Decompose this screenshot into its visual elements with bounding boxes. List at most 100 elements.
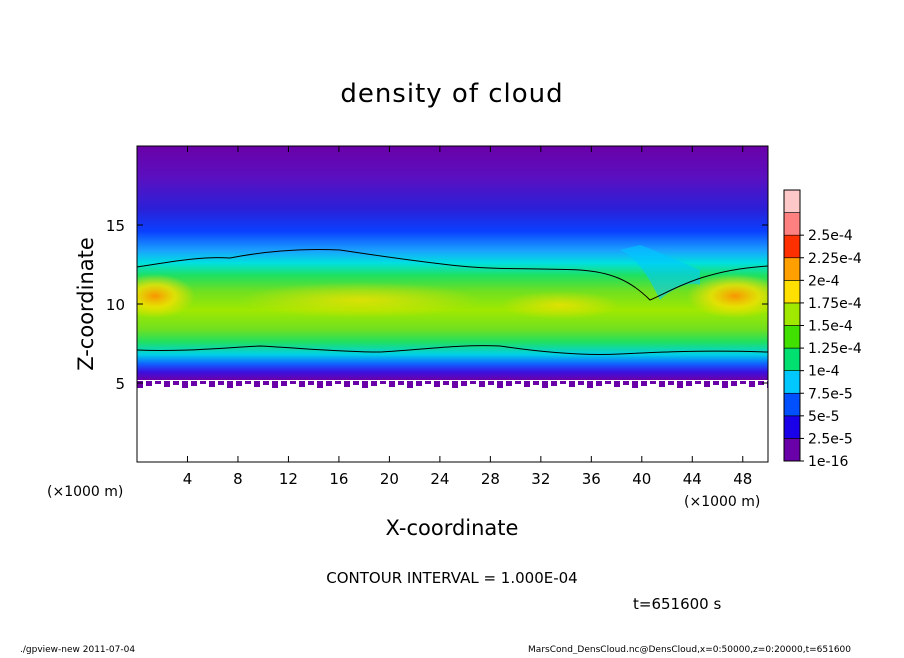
cloud-base-cell	[362, 381, 368, 388]
colorbar-label: 1e-16	[808, 454, 848, 470]
cloud-base-cell	[677, 381, 683, 388]
cloud-base-cell	[722, 381, 728, 388]
cloud-base-cell	[443, 381, 449, 385]
colorbar-label: 1.75e-4	[808, 296, 862, 312]
cloud-base-cell	[326, 381, 332, 386]
cloud-base-cell	[506, 381, 512, 386]
x-axis-unit: (×1000 m)	[684, 494, 760, 510]
cloud-base-cell	[533, 381, 539, 385]
x-tick-label: 28	[481, 470, 500, 488]
colorbar-swatch	[783, 212, 801, 236]
x-tick-label: 16	[329, 470, 348, 488]
x-tick-label: 40	[632, 470, 651, 488]
cloud-base-cell	[137, 381, 143, 388]
cloud-base-cell	[191, 381, 197, 386]
x-tick-label: 32	[531, 470, 550, 488]
cloud-base-cell	[200, 381, 206, 384]
cloud-base-cell	[542, 381, 548, 388]
cloud-base-cell	[353, 381, 359, 385]
colorbar-swatch	[783, 438, 801, 462]
cloud-base-cell	[695, 381, 701, 384]
cloud-base-cell	[659, 381, 665, 387]
cloud-base-cell	[227, 381, 233, 388]
cloud-base-cell	[272, 381, 278, 388]
cloud-base-cell	[173, 381, 179, 385]
plot-area	[137, 146, 768, 462]
y-tick-label: 15	[106, 217, 125, 235]
colorbar-label: 5e-5	[808, 409, 839, 425]
cloud-base-cell	[290, 381, 296, 384]
cloud-base-cell	[641, 381, 647, 386]
colorbar-swatch	[783, 280, 801, 304]
y-tick-label: 10	[106, 296, 125, 314]
x-tick-label: 20	[380, 470, 399, 488]
colorbar-label: 1e-4	[808, 364, 840, 380]
contour-interval: CONTOUR INTERVAL = 1.000E-04	[326, 569, 577, 587]
cloud-base-cell	[317, 381, 323, 388]
cloud-base-cell	[623, 381, 629, 385]
cloud-base-edge	[137, 381, 768, 388]
cloud-base-cell	[551, 381, 557, 386]
cloud-base-cell	[596, 381, 602, 386]
colorbar-swatch	[783, 415, 801, 439]
cloud-base-cell	[209, 381, 215, 387]
cloud-base-cell	[605, 381, 611, 384]
cloud-base-cell	[389, 381, 395, 387]
x-tick-label: 4	[183, 470, 193, 488]
colorbar-label: 1.5e-4	[808, 319, 853, 335]
cloud-base-cell	[335, 381, 341, 384]
cloud-base-cell	[497, 381, 503, 388]
warm-core-right	[687, 274, 768, 318]
x-tick-label: 8	[233, 470, 243, 488]
colorbar-swatch	[783, 302, 801, 326]
colorbar-swatch	[783, 234, 801, 259]
y-axis-unit: (×1000 m)	[47, 484, 123, 500]
x-tick-label: 44	[683, 470, 702, 488]
cloud-base-cell	[569, 381, 575, 387]
yellow-patch-center	[240, 282, 480, 318]
cloud-base-cell	[380, 381, 386, 384]
cloud-base-cell	[524, 381, 530, 387]
x-tick-label: 12	[279, 470, 298, 488]
cloud-base-cell	[479, 381, 485, 387]
upper-contour	[137, 248, 768, 301]
colorbar-swatch	[783, 392, 801, 417]
footer-left: ./gpview-new 2011-07-04	[20, 645, 135, 654]
cloud-base-cell	[164, 381, 170, 387]
cloud-base-cell	[407, 381, 413, 388]
x-tick-label: 36	[582, 470, 601, 488]
cloud-base-cell	[713, 381, 719, 385]
colorbar-label: 2.5e-5	[808, 431, 853, 447]
cloud-base-cell	[425, 381, 431, 384]
y-ticks: 5 10 15	[106, 217, 768, 393]
cloud-base-cell	[254, 381, 260, 387]
cloud-base-cell	[560, 381, 566, 384]
cloud-base-cell	[398, 381, 404, 385]
lower-contour	[137, 345, 768, 356]
cloud-base-cell	[155, 381, 161, 384]
cloud-base-cell	[344, 381, 350, 387]
cloud-base-cell	[731, 381, 737, 386]
cloud-base-cell	[758, 381, 764, 385]
cloud-base-cell	[236, 381, 242, 386]
cloud-base-cell	[299, 381, 305, 387]
cloud-base-cell	[632, 381, 638, 388]
colorbar-label: 2e-4	[808, 273, 840, 289]
warm-core-left	[137, 274, 195, 318]
x-ticks: 4 8 12 16 20 24 28 32 36 40 44 48	[183, 146, 752, 488]
cloud-base-cell	[416, 381, 422, 386]
colorbar-label: 2.25e-4	[808, 251, 862, 267]
y-tick-label: 5	[115, 375, 125, 393]
cloud-base-cell	[578, 381, 584, 385]
cloud-base-cell	[371, 381, 377, 386]
cloud-base-cell	[650, 381, 656, 384]
cloud-base-cell	[686, 381, 692, 386]
colorbar-label: 7.5e-5	[808, 386, 853, 402]
cloud-base-cell	[281, 381, 287, 386]
colorbar: 1e-16 2.5e-5 5e-5 7.5e-5 1e-4 1.25e-4 1.5e-4 1.…	[783, 189, 862, 470]
colorbar-frame	[783, 189, 801, 462]
cloud-base-cell	[614, 381, 620, 387]
yellow-patch-right	[500, 291, 620, 319]
time-label: t=651600 s	[633, 595, 721, 613]
